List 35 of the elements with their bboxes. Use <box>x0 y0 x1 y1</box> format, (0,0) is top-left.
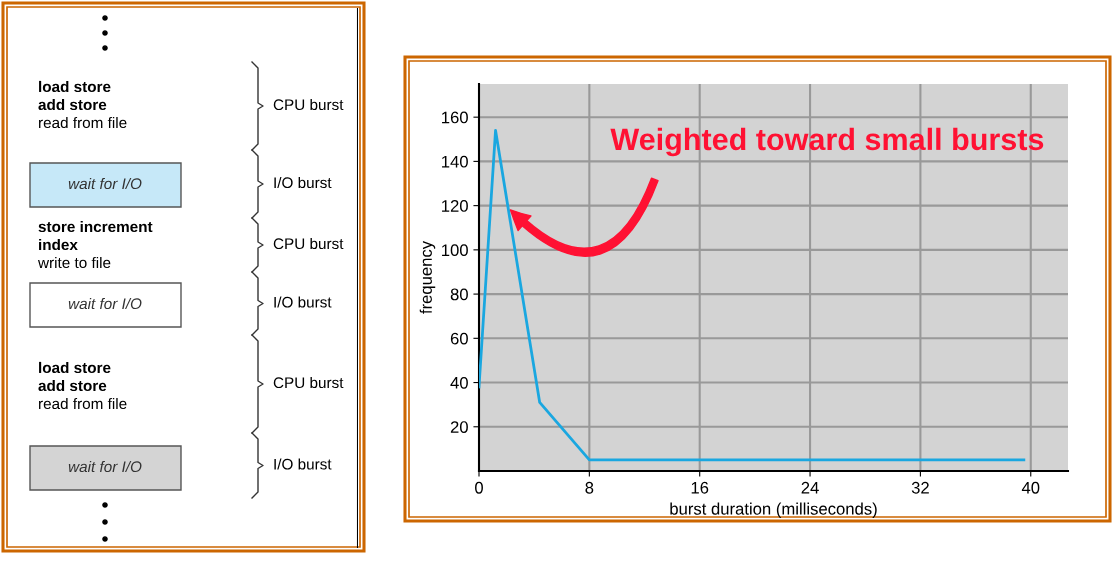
y-tick-label: 100 <box>442 244 468 257</box>
text: wait for I/O <box>68 460 142 473</box>
text: wait for I/O <box>68 297 142 310</box>
x-tick-label: 8 <box>585 481 594 494</box>
x-tick-label: 32 <box>911 481 929 494</box>
text: index <box>39 238 78 251</box>
x-tick-label: 40 <box>1021 481 1040 494</box>
y-tick-label: 60 <box>450 332 468 345</box>
text: CPU burst <box>273 237 344 250</box>
text: add store <box>38 379 107 392</box>
text: CPU burst <box>273 376 344 389</box>
text: I/O burst <box>274 176 332 189</box>
y-tick-label: 80 <box>450 288 468 301</box>
x-tick-label: 24 <box>801 481 819 494</box>
annotation: Weighted toward small bursts <box>610 127 1044 157</box>
x-tick-label: 16 <box>691 481 709 494</box>
y-tick-label: 120 <box>442 200 468 212</box>
text: I/O burst <box>274 458 332 470</box>
text: store increment <box>38 220 153 233</box>
y-tick-label: 160 <box>442 111 468 124</box>
text: CPU burst <box>273 98 344 111</box>
text: I/O burst <box>274 296 332 308</box>
text: write to file <box>37 256 111 269</box>
y-axis-title: frequency <box>419 240 436 314</box>
y-tick-label: 20 <box>450 421 468 433</box>
text: read from file <box>39 397 127 410</box>
text: wait for I/O <box>68 177 142 190</box>
text: add store <box>38 98 107 111</box>
y-tick-label: 140 <box>442 155 468 168</box>
text: read from file <box>39 116 127 129</box>
text: load store <box>39 80 111 93</box>
y-tick-label: 40 <box>450 376 468 389</box>
x-axis-title: burst duration (milliseconds) <box>670 502 877 519</box>
x-tick-label: 0 <box>475 481 483 494</box>
text: load store <box>39 361 111 374</box>
